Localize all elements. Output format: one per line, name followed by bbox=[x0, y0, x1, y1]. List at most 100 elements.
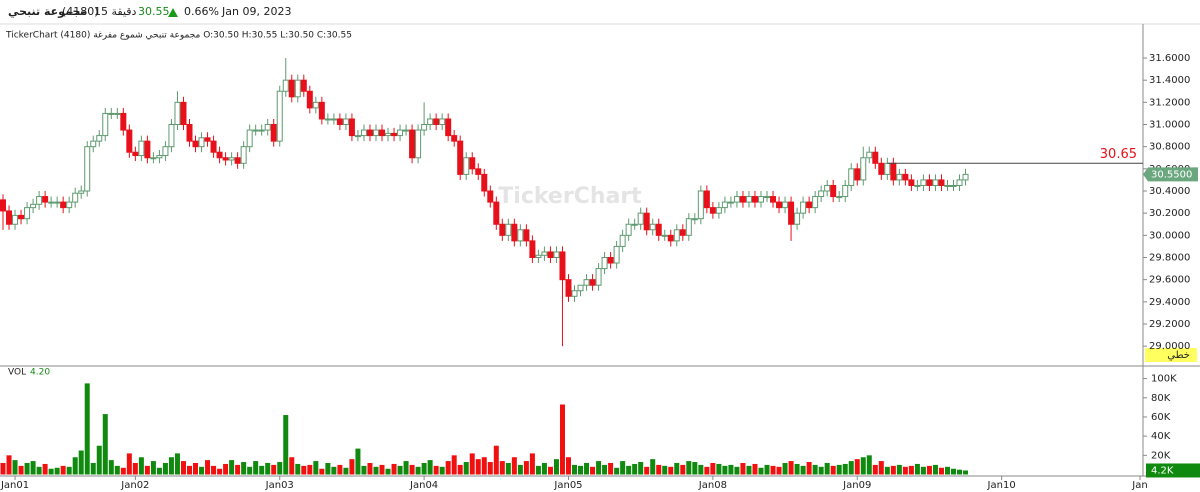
candle-body bbox=[902, 173, 909, 181]
candle-body bbox=[896, 173, 903, 181]
volume-bar bbox=[578, 465, 584, 475]
volume-bar bbox=[620, 461, 626, 475]
candle-body bbox=[649, 223, 656, 231]
volume-bar bbox=[680, 464, 686, 475]
candle-body bbox=[571, 290, 578, 297]
volume-current: 4.20 bbox=[30, 368, 50, 378]
volume-bar bbox=[48, 468, 54, 475]
volume-bar bbox=[193, 462, 199, 475]
volume-bar bbox=[722, 465, 728, 475]
candle-body bbox=[463, 157, 470, 175]
candle-body bbox=[457, 140, 464, 175]
volume-bar bbox=[60, 465, 66, 475]
volume-bar bbox=[313, 461, 319, 475]
candle-body bbox=[60, 201, 67, 209]
volume-bar bbox=[283, 415, 289, 475]
candle-body bbox=[529, 240, 536, 259]
candle-body bbox=[745, 196, 752, 203]
candle-body bbox=[360, 129, 367, 137]
candle-body bbox=[631, 223, 638, 226]
candle-body bbox=[102, 112, 109, 137]
interval[interactable]: 15 دقيقة bbox=[94, 5, 137, 18]
volume-bar bbox=[18, 465, 24, 475]
candle-body bbox=[487, 190, 494, 203]
candle-body bbox=[830, 184, 837, 198]
candle-body bbox=[451, 135, 458, 142]
volume-bar bbox=[764, 464, 770, 475]
candle-body bbox=[944, 184, 951, 187]
candle-body bbox=[848, 168, 855, 186]
volume-bar bbox=[211, 465, 217, 475]
y-tick-label: 31.6000 bbox=[1149, 53, 1190, 64]
candle-body bbox=[342, 118, 349, 126]
candle-body bbox=[950, 184, 957, 187]
candle-body bbox=[12, 214, 19, 225]
candle-body bbox=[276, 90, 283, 142]
volume-bar bbox=[914, 463, 920, 475]
candle-body bbox=[168, 124, 175, 148]
style-label[interactable]: خطي bbox=[1167, 350, 1190, 361]
volume-bar bbox=[746, 465, 752, 475]
volume-bar bbox=[505, 462, 511, 475]
candle-body bbox=[445, 118, 452, 137]
candle-body bbox=[908, 179, 915, 186]
candle-body bbox=[926, 179, 933, 186]
candle-body bbox=[24, 207, 31, 220]
candle-body bbox=[607, 257, 614, 264]
x-tick-label: Jan03 bbox=[265, 480, 294, 491]
volume-bar bbox=[626, 465, 632, 475]
x-tick-label: Jan08 bbox=[698, 480, 727, 491]
volume-bar bbox=[686, 461, 692, 475]
candle-body bbox=[878, 162, 885, 175]
volume-bar bbox=[409, 464, 415, 475]
volume-title: VOL bbox=[8, 368, 26, 378]
candle-body bbox=[439, 118, 446, 126]
volume-bar bbox=[241, 462, 247, 475]
style-button[interactable] bbox=[1145, 348, 1197, 362]
volume-bar bbox=[223, 463, 229, 475]
y-tick-label: 29.8000 bbox=[1149, 253, 1190, 264]
volume-bar bbox=[487, 462, 493, 475]
volume-bar bbox=[259, 465, 265, 475]
candle-body bbox=[48, 201, 55, 204]
volume-bar bbox=[938, 467, 944, 475]
volume-bar bbox=[614, 467, 620, 475]
volume-bar bbox=[824, 462, 830, 475]
volume-bar bbox=[349, 459, 355, 475]
candle-body bbox=[120, 112, 127, 131]
candle-body bbox=[138, 140, 145, 157]
candle-body bbox=[920, 179, 927, 186]
candle-body bbox=[697, 190, 704, 220]
volume-bar bbox=[205, 460, 211, 475]
x-tick-label: Jan09 bbox=[842, 480, 871, 491]
candle-body bbox=[806, 201, 813, 209]
candle-body bbox=[300, 79, 307, 92]
volume-y-tick-label: 100K bbox=[1151, 374, 1177, 385]
x-tick-label: Jan04 bbox=[409, 480, 438, 491]
candle-body bbox=[18, 214, 25, 220]
candle-body bbox=[78, 190, 85, 194]
volume-bar bbox=[860, 457, 866, 475]
candle-body bbox=[372, 129, 379, 137]
volume-bar bbox=[951, 468, 957, 475]
candle-body bbox=[210, 140, 217, 153]
header: مجموعة تنبحي (4180) 15 دقيقة 30.55 0.66%… bbox=[8, 5, 291, 18]
volume-bar bbox=[770, 465, 776, 475]
volume-bar bbox=[740, 462, 746, 475]
y-tick-label: 30.0000 bbox=[1149, 230, 1190, 241]
volume-bar bbox=[42, 463, 48, 475]
candle-body bbox=[330, 118, 337, 121]
change: 0.66% bbox=[184, 5, 219, 18]
volume-bar bbox=[674, 462, 680, 475]
volume-bar bbox=[902, 466, 908, 475]
candle-body bbox=[727, 201, 734, 204]
volume-bar bbox=[638, 462, 644, 475]
volume-bar bbox=[90, 462, 96, 475]
volume-bar bbox=[908, 465, 914, 475]
volume-bar bbox=[307, 464, 313, 475]
candle-body bbox=[721, 201, 728, 209]
candle-body bbox=[493, 201, 500, 225]
candle-body bbox=[655, 223, 662, 236]
volume-bar bbox=[608, 462, 614, 475]
